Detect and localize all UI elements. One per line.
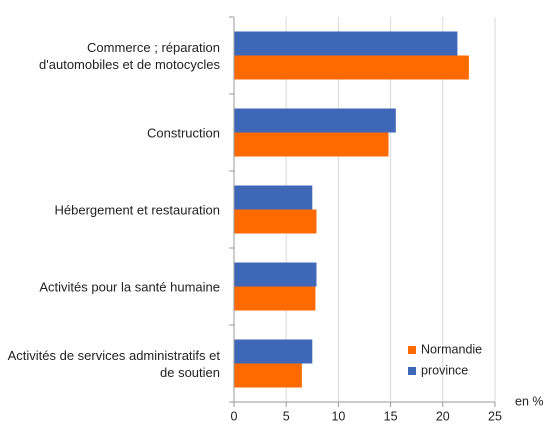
bar [234,363,302,388]
bar [234,262,317,287]
bar [234,286,316,311]
bar [234,132,389,157]
bar [234,185,313,210]
bar [234,108,396,133]
y-tick-label: Activités de services administratifs et … [7,347,220,380]
x-tick-label: 15 [384,409,398,423]
x-tick-label: 20 [436,409,450,423]
y-tick-label: Commerce ; réparation d'automobiles et d… [39,39,220,72]
x-tick-label: 5 [283,409,290,423]
legend-label: province [421,363,468,377]
x-tick-label: 25 [488,409,502,423]
y-tick-label: Hébergement et restauration [54,202,220,217]
legend-swatch [408,367,416,375]
y-tick-label: Construction [147,125,220,140]
bar [234,55,469,80]
bar [234,339,313,364]
x-axis-label: en % [515,394,544,408]
y-tick-label: Activités pour la santé humaine [39,279,220,294]
legend-label: Normandie [421,342,482,356]
bar [234,209,317,234]
bar [234,31,458,56]
x-tick-label: 0 [231,409,238,423]
legend-swatch [408,346,416,354]
x-tick-label: 10 [331,409,345,423]
